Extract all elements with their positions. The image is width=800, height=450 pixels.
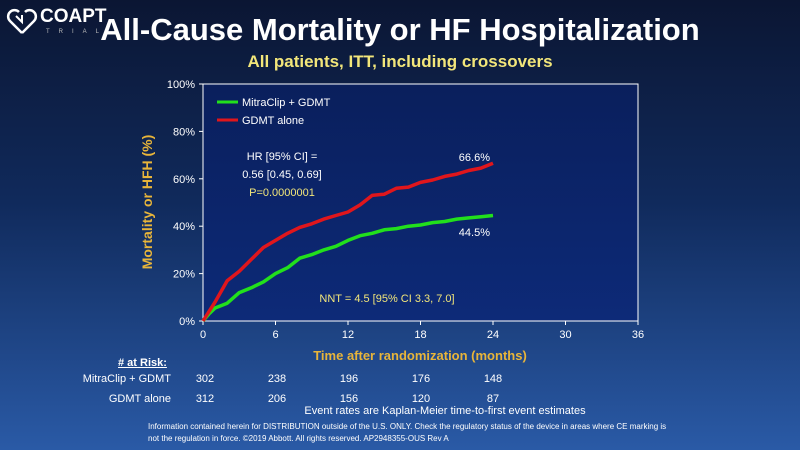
y-axis-label: Mortality or HFH (%) [139,135,155,270]
logo-text: COAPT [40,6,107,27]
at-risk-value: 238 [267,373,287,385]
at-risk-value: 87 [486,393,500,405]
series-line-mitraclip-gdmt [201,213,494,323]
at-risk-value: 176 [411,373,431,385]
at-risk-value: 196 [339,373,359,385]
x-tick-label: 36 [632,329,644,341]
at-risk-value: 206 [267,393,287,405]
y-tick-label: 80% [173,126,195,138]
slide-title: All-Cause Mortality or HF Hospitalizatio… [100,12,700,47]
x-tick-label: 24 [487,329,499,341]
series-line-gdmt-alone [201,161,494,322]
x-tick-label: 18 [414,329,426,341]
y-tick-label: 0% [179,316,195,328]
at-risk-value: 120 [411,393,431,405]
at-risk-row-label: MitraClip + GDMT [82,373,171,385]
km-note: Event rates are Kaplan-Meier time-to-fir… [304,405,586,417]
at-risk-value: 148 [483,373,503,385]
y-tick-label: 40% [173,221,195,233]
at-risk-value: 156 [339,393,359,405]
y-tick-label: 60% [173,174,195,186]
logo-subtext: TRIAL [46,29,109,35]
p-value: P=0.0000001 [249,187,315,199]
heart-arrow-icon [6,8,38,34]
hr-line1: HR [95% CI] = [247,151,318,163]
slide-subtitle: All patients, ITT, including crossovers [247,52,553,71]
at-risk-row-label: GDMT alone [108,393,171,405]
mitraclip-end-label: 44.5% [459,227,490,239]
y-tick-label: 100% [167,79,195,91]
at-risk-header: # at Risk: [118,357,167,369]
hr-line2: 0.56 [0.45, 0.69] [242,169,322,181]
y-tick-label: 20% [173,269,195,281]
legal-disclaimer: Information contained herein for DISTRIB… [148,422,667,443]
coapt-logo: COAPT TRIAL [6,6,107,36]
at-risk-value: 302 [195,373,215,385]
at-risk-value: 312 [195,393,215,405]
legend-label-gdmt: GDMT alone [242,115,304,127]
legend-label-mitraclip: MitraClip + GDMT [242,97,331,109]
x-tick-label: 6 [272,329,278,341]
x-tick-label: 12 [342,329,354,341]
gdmt-end-label: 66.6% [459,152,490,164]
nnt-annotation: NNT = 4.5 [95% CI 3.3, 7.0] [319,293,454,305]
x-tick-label: 30 [559,329,571,341]
x-axis-label: Time after randomization (months) [313,348,527,363]
x-tick-label: 0 [200,329,206,341]
